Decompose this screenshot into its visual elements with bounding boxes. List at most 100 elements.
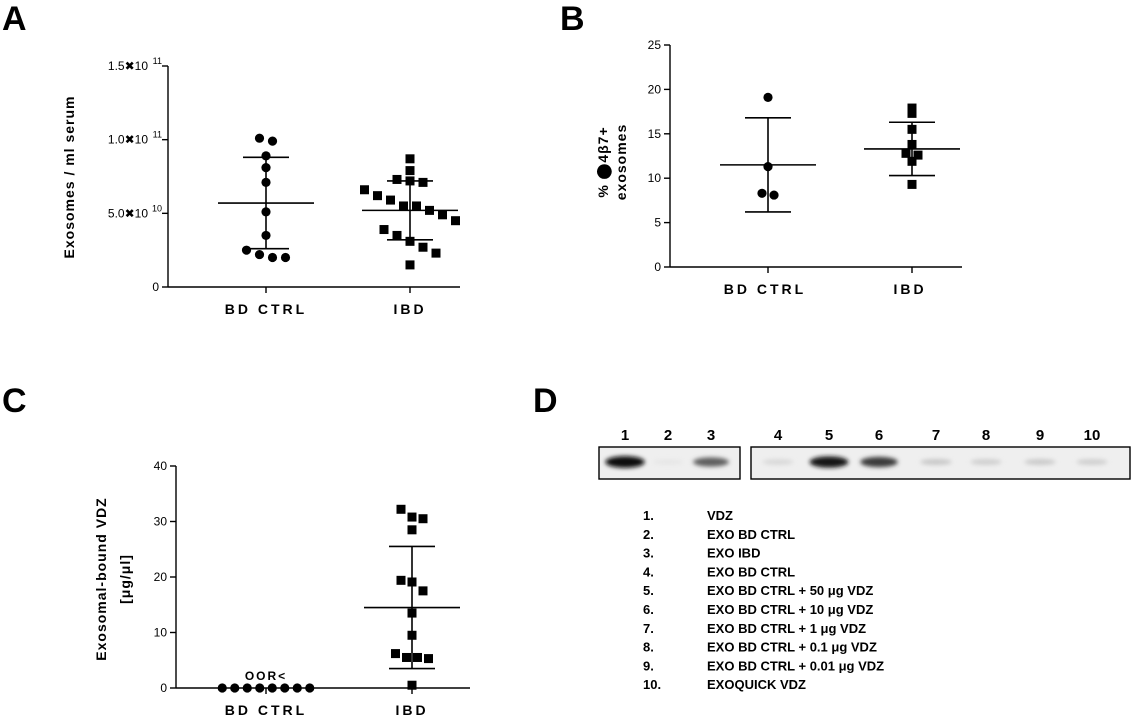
panel-a-point-ibd — [405, 166, 415, 176]
panel-c-point-bd-ctrl — [255, 683, 265, 693]
panel-a-category-bd-ctrl: BD CTRL — [225, 301, 307, 317]
panel-a-point-ibd — [438, 210, 447, 220]
panel-b-category-ibd: IBD — [893, 281, 926, 297]
panel-c-point-bd-ctrl — [267, 683, 277, 693]
panel-a-point-ibd — [405, 236, 415, 246]
panel-a-y-label: Exosomes / ml serum — [61, 96, 77, 259]
panel-a-point-ibd — [360, 185, 369, 195]
panel-a-point-bd-ctrl — [241, 245, 252, 255]
panel-a-y-tick-exponent: 11 — [153, 130, 162, 140]
panel-a-point-ibd — [412, 201, 421, 211]
blot-legend-text: EXO BD CTRL + 10 μg VDZ — [707, 602, 873, 617]
panel-b-chart: % ⬤4β7+ exosomes BD CTRL IBD 0 5 10 15 20 25 — [595, 38, 962, 297]
blot-lane-label: 6 — [875, 427, 883, 444]
panel-b-point-ibd — [907, 179, 917, 189]
panel-a-chart: Exosomes / ml serum BD CTRL IBD 0 5.0✖10 1… — [61, 56, 460, 317]
blot-legend-number: 8. — [643, 640, 654, 655]
panel-b-point-bd-ctrl — [763, 162, 773, 172]
panel-b-y-tick-label: 5 — [654, 216, 661, 230]
panel-a-y-tick-base: 5.0✖10 — [108, 206, 148, 220]
blot-legend-number: 6. — [643, 602, 654, 617]
panel-c-chart: Exosomal-bound VDZ [μg/μl] BD CTRL IBD O… — [93, 459, 470, 718]
panel-c-point-ibd — [396, 575, 406, 585]
panel-letter-a: A — [2, 0, 27, 38]
panel-letter-b: B — [560, 0, 585, 38]
panel-a-point-ibd — [405, 260, 415, 270]
blot-lane-label: 7 — [932, 427, 940, 444]
panel-c-category-bd-ctrl: BD CTRL — [225, 702, 307, 718]
panel-b-y-label-line2: exosomes — [613, 124, 629, 200]
blot-legend-text: VDZ — [707, 508, 733, 523]
blot-legend-text: EXO BD CTRL + 0.01 μg VDZ — [707, 658, 884, 673]
blot-legend-number: 9. — [643, 658, 654, 673]
panel-b-y-tick-label: 15 — [648, 127, 662, 141]
panel-letter-c: C — [2, 382, 27, 420]
blot-band — [1024, 459, 1056, 465]
panel-b-point-ibd — [901, 148, 911, 158]
panel-c-point-bd-ctrl — [242, 683, 252, 693]
blot-band — [920, 458, 952, 466]
blot-band — [693, 457, 729, 467]
panel-a-y-tick-base: 1.0✖10 — [108, 133, 148, 147]
panel-a-point-ibd — [386, 195, 395, 205]
blot-legend-number: 2. — [643, 527, 654, 542]
blot-legend-text: EXO BD CTRL + 1 μg VDZ — [707, 621, 866, 636]
panel-b-y-tick-label: 10 — [648, 171, 662, 185]
blot-band — [1076, 459, 1108, 465]
panel-b-point-bd-ctrl — [769, 190, 779, 200]
blot-legend-text: EXO BD CTRL — [707, 527, 795, 542]
panel-a-point-bd-ctrl — [261, 151, 271, 161]
blot-legend-number: 7. — [643, 621, 654, 636]
blot-lane-label: 9 — [1036, 427, 1044, 444]
blot-legend-text: EXO BD CTRL + 50 μg VDZ — [707, 583, 873, 598]
panel-a-point-ibd — [392, 174, 402, 184]
panel-d-blot: 1 2 3 4 5 6 7 8 9 10 1. VDZ 2. EXO BD CTRL 3. EXO IBD 4… — [598, 427, 1131, 692]
panel-c-point-bd-ctrl — [280, 683, 290, 693]
blot-lane-label: 5 — [825, 427, 833, 444]
panel-c-y-label-line1: Exosomal-bound VDZ — [93, 497, 109, 660]
panel-a-point-bd-ctrl — [261, 230, 271, 241]
panel-a-point-bd-ctrl — [261, 163, 271, 173]
panel-a-point-ibd — [399, 201, 408, 211]
panel-a-point-ibd — [418, 242, 428, 252]
panel-a-y-tick-label: 1.0✖10 11 — [108, 130, 162, 147]
panel-a-point-ibd — [392, 230, 402, 240]
panel-a-y-tick-base: 1.5✖10 — [108, 59, 148, 73]
blot-legend-text: EXO IBD — [707, 546, 760, 561]
panel-a-y-tick-label: 0 — [152, 280, 159, 294]
panel-a-y-tick-label: 5.0✖10 10 — [108, 203, 162, 220]
blot-lane-label: 4 — [774, 427, 783, 444]
panel-c-point-ibd — [424, 654, 433, 664]
panel-c-point-bd-ctrl — [305, 683, 315, 693]
blot-legend-number: 1. — [643, 508, 654, 523]
panel-a-point-ibd — [373, 191, 382, 201]
panel-b-point-ibd — [907, 103, 917, 113]
panel-a-point-ibd — [425, 205, 434, 215]
panel-c-point-ibd — [407, 680, 417, 690]
panel-c-y-label-line2: [μg/μl] — [117, 554, 133, 604]
panel-a-point-bd-ctrl — [254, 133, 265, 143]
blot-lane-label: 2 — [664, 427, 672, 444]
panel-c-point-ibd — [407, 512, 417, 522]
panel-a-point-ibd — [405, 154, 415, 164]
blot-legend-text: EXO BD CTRL — [707, 564, 795, 579]
panel-c-y-tick-label: 40 — [154, 459, 168, 473]
panel-a-point-bd-ctrl — [267, 252, 278, 263]
panel-c-point-ibd — [407, 608, 417, 618]
blot-band — [762, 459, 794, 465]
panel-c-y-tick-label: 0 — [160, 681, 167, 695]
panel-c-point-ibd — [396, 504, 406, 514]
panel-a-y-tick-exponent: 11 — [153, 56, 162, 66]
panel-c-point-ibd — [418, 586, 428, 596]
panel-letter-d: D — [533, 382, 558, 420]
panel-c-point-ibd — [407, 525, 417, 535]
panel-a-point-ibd — [418, 177, 428, 187]
blot-legend-number: 5. — [643, 583, 654, 598]
panel-a-point-ibd — [379, 225, 389, 235]
blot-legend-number: 10. — [643, 677, 661, 692]
panel-a-y-tick-label: 1.5✖10 11 — [108, 56, 162, 73]
panel-b-point-ibd — [907, 156, 917, 166]
panel-c-point-ibd — [407, 577, 417, 587]
panel-a-point-bd-ctrl — [261, 177, 271, 187]
